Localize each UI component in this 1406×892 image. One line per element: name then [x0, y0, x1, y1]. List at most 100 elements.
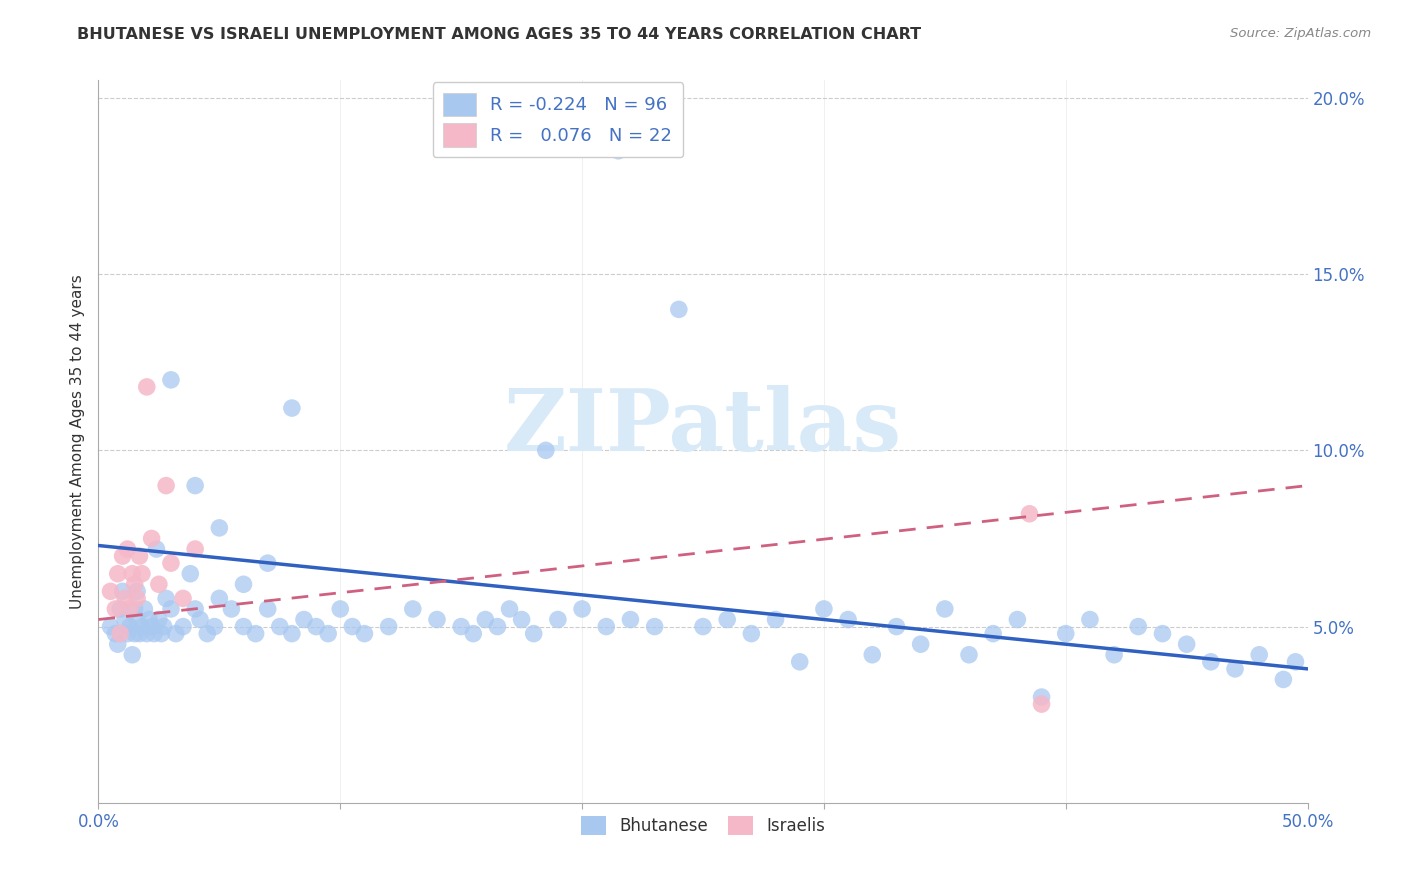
Point — [124, 577, 146, 591]
Point — [138, 613, 160, 627]
Point — [1102, 648, 1125, 662]
Point — [118, 602, 141, 616]
Point — [1031, 690, 1053, 704]
Point — [152, 619, 174, 633]
Point — [135, 380, 157, 394]
Point — [595, 619, 617, 633]
Point — [107, 566, 129, 581]
Point — [208, 591, 231, 606]
Point — [740, 626, 762, 640]
Point — [1284, 655, 1306, 669]
Text: Source: ZipAtlas.com: Source: ZipAtlas.com — [1230, 27, 1371, 40]
Point — [172, 619, 194, 633]
Point — [269, 619, 291, 633]
Point — [1272, 673, 1295, 687]
Point — [668, 302, 690, 317]
Point — [1152, 626, 1174, 640]
Point — [100, 619, 122, 633]
Point — [523, 626, 546, 640]
Point — [160, 556, 183, 570]
Point — [104, 626, 127, 640]
Point — [127, 591, 149, 606]
Point — [108, 626, 131, 640]
Point — [124, 626, 146, 640]
Point — [342, 619, 364, 633]
Point — [1175, 637, 1198, 651]
Point — [281, 626, 304, 640]
Point — [510, 613, 533, 627]
Point — [117, 542, 139, 557]
Point — [571, 602, 593, 616]
Point — [195, 626, 218, 640]
Point — [165, 626, 187, 640]
Point — [107, 637, 129, 651]
Point — [860, 648, 883, 662]
Point — [547, 613, 569, 627]
Point — [305, 619, 328, 633]
Point — [155, 591, 177, 606]
Point — [426, 613, 449, 627]
Point — [813, 602, 835, 616]
Point — [124, 602, 146, 616]
Point — [121, 648, 143, 662]
Point — [179, 566, 201, 581]
Y-axis label: Unemployment Among Ages 35 to 44 years: Unemployment Among Ages 35 to 44 years — [69, 274, 84, 609]
Point — [127, 613, 149, 627]
Point — [128, 549, 150, 563]
Point — [886, 619, 908, 633]
Point — [910, 637, 932, 651]
Point — [221, 602, 243, 616]
Point — [607, 144, 630, 158]
Point — [1054, 626, 1077, 640]
Point — [204, 619, 226, 633]
Point — [108, 602, 131, 616]
Point — [135, 626, 157, 640]
Point — [1078, 613, 1101, 627]
Point — [765, 613, 787, 627]
Point — [127, 584, 149, 599]
Point — [148, 577, 170, 591]
Point — [1007, 613, 1029, 627]
Point — [450, 619, 472, 633]
Point — [292, 613, 315, 627]
Point — [188, 613, 211, 627]
Point — [155, 478, 177, 492]
Point — [208, 521, 231, 535]
Point — [184, 542, 207, 557]
Point — [256, 602, 278, 616]
Point — [1249, 648, 1271, 662]
Point — [160, 373, 183, 387]
Point — [619, 613, 641, 627]
Point — [644, 619, 666, 633]
Point — [1199, 655, 1222, 669]
Point — [160, 602, 183, 616]
Point — [281, 401, 304, 415]
Point — [145, 542, 167, 557]
Point — [934, 602, 956, 616]
Point — [100, 584, 122, 599]
Point — [534, 443, 557, 458]
Point — [184, 602, 207, 616]
Point — [141, 619, 163, 633]
Point — [716, 613, 738, 627]
Point — [498, 602, 520, 616]
Point — [245, 626, 267, 640]
Point — [837, 613, 859, 627]
Text: ZIPatlas: ZIPatlas — [503, 385, 903, 469]
Point — [692, 619, 714, 633]
Point — [131, 566, 153, 581]
Point — [114, 613, 136, 627]
Point — [463, 626, 485, 640]
Point — [486, 619, 509, 633]
Point — [141, 532, 163, 546]
Point — [131, 619, 153, 633]
Point — [128, 626, 150, 640]
Point — [316, 626, 339, 640]
Point — [353, 626, 375, 640]
Point — [1018, 507, 1040, 521]
Text: BHUTANESE VS ISRAELI UNEMPLOYMENT AMONG AGES 35 TO 44 YEARS CORRELATION CHART: BHUTANESE VS ISRAELI UNEMPLOYMENT AMONG … — [77, 27, 921, 42]
Point — [148, 613, 170, 627]
Point — [184, 478, 207, 492]
Point — [329, 602, 352, 616]
Point — [1031, 697, 1053, 711]
